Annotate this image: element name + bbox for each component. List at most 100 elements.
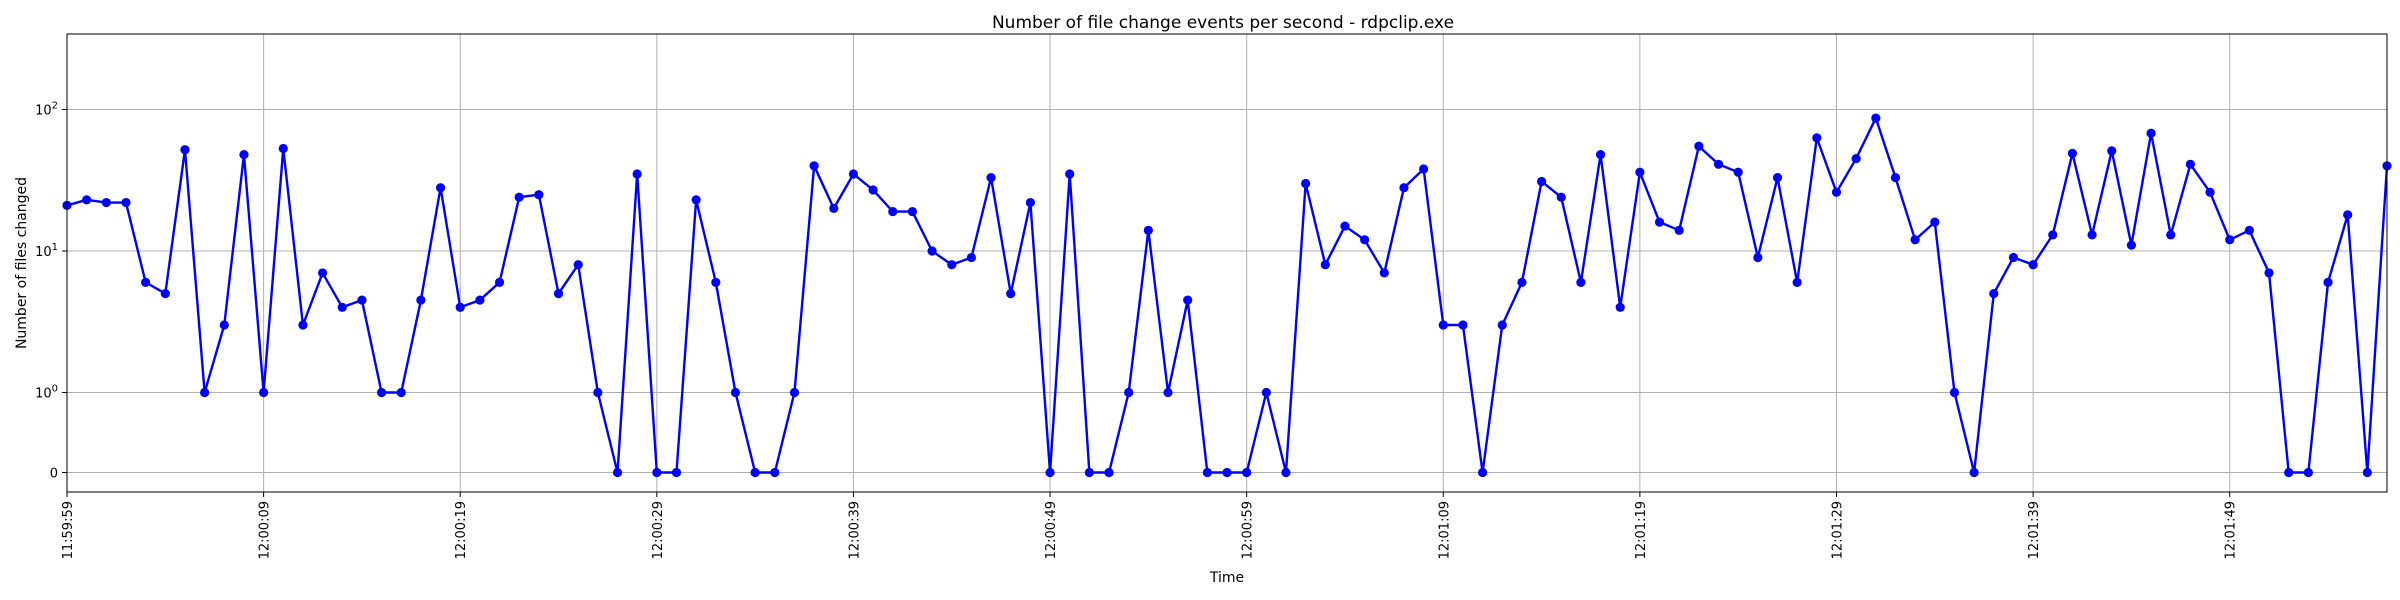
- data-point: [1340, 221, 1350, 231]
- data-point: [2166, 230, 2176, 240]
- data-point: [1989, 289, 1999, 299]
- data-point: [2343, 210, 2353, 220]
- data-point: [2284, 467, 2294, 478]
- x-tick-label: 12:00:19: [454, 501, 469, 559]
- data-point: [2067, 148, 2078, 158]
- data-point: [1143, 225, 1153, 235]
- x-tick-label: 12:00:59: [1241, 501, 1256, 559]
- data-point: [2264, 268, 2274, 278]
- x-tick-label: 12:01:49: [2224, 501, 2239, 559]
- data-point: [1025, 197, 1035, 208]
- data-point: [2008, 252, 2019, 263]
- data-point: [1006, 289, 1016, 299]
- x-axis-label: Time: [1209, 570, 1244, 586]
- data-point: [829, 203, 839, 213]
- series-line: [66, 116, 2389, 474]
- data-point: [1379, 268, 1389, 278]
- data-point: [455, 302, 465, 312]
- data-point: [868, 185, 878, 195]
- data-point: [1792, 277, 1802, 287]
- data-point: [121, 197, 131, 208]
- data-point: [691, 195, 701, 205]
- data-point: [573, 260, 583, 270]
- plot-frame: [66, 33, 2388, 493]
- data-point: [1517, 277, 1527, 287]
- data-point: [2146, 128, 2156, 138]
- data-point: [1281, 467, 1291, 478]
- data-point: [888, 206, 898, 217]
- data-point: [1419, 164, 1429, 174]
- data-point: [101, 197, 111, 208]
- y-axis-label: Number of files changed: [14, 177, 30, 349]
- x-tick-label: 12:00:09: [258, 501, 273, 559]
- data-point: [1045, 467, 1055, 478]
- data-point: [1261, 387, 1271, 398]
- data-point: [1124, 387, 1134, 398]
- x-tick-label: 12:00:49: [1044, 501, 1059, 559]
- data-point: [239, 150, 249, 160]
- data-point: [2048, 230, 2058, 240]
- data-point: [1635, 167, 1645, 177]
- data-point: [1458, 320, 1468, 330]
- x-tick-label: 12:01:09: [1437, 501, 1452, 559]
- data-point: [1595, 150, 1606, 160]
- data-point: [1949, 387, 1960, 398]
- data-points: [62, 113, 2392, 478]
- y-axis-ticks: 0 100 101 102: [35, 101, 67, 482]
- data-point: [1930, 217, 1940, 227]
- data-point: [2362, 467, 2372, 478]
- data-point: [1497, 320, 1507, 330]
- data-point: [1536, 176, 1547, 187]
- data-point: [1851, 153, 1861, 164]
- data-point: [1320, 260, 1330, 270]
- data-point: [770, 467, 780, 478]
- data-point: [1812, 133, 1822, 143]
- data-point: [593, 387, 603, 398]
- data-point: [416, 295, 426, 305]
- data-point: [1477, 467, 1488, 478]
- data-point: [1910, 235, 1920, 245]
- grid-lines: [66, 34, 2387, 492]
- data-point: [1733, 167, 1743, 177]
- data-point: [907, 206, 918, 217]
- data-point: [1163, 387, 1173, 398]
- data-point: [259, 387, 269, 398]
- data-point: [2323, 277, 2333, 287]
- data-point: [475, 295, 485, 305]
- data-point: [1871, 113, 1881, 123]
- data-point: [1576, 277, 1586, 287]
- chart-title: Number of file change events per second …: [992, 13, 1454, 33]
- data-point: [1360, 235, 1370, 245]
- data-point: [376, 387, 387, 398]
- data-point: [927, 246, 937, 256]
- data-point: [1969, 467, 1979, 478]
- data-point: [514, 192, 524, 202]
- data-point: [711, 277, 721, 287]
- x-tick-label: 12:01:39: [2027, 501, 2042, 559]
- data-point: [789, 387, 800, 398]
- data-point: [612, 467, 623, 478]
- data-point: [278, 143, 288, 154]
- data-point: [2225, 235, 2235, 245]
- data-point: [2087, 230, 2097, 240]
- x-tick-label: 12:01:19: [1634, 501, 1649, 559]
- data-point: [1065, 169, 1075, 179]
- data-point: [1556, 192, 1566, 202]
- data-point: [494, 277, 505, 287]
- data-point: [730, 387, 741, 398]
- data-point: [180, 145, 190, 155]
- data-point: [1694, 141, 1704, 151]
- data-point: [553, 289, 564, 299]
- data-point: [1831, 187, 1842, 197]
- data-point: [1202, 467, 1212, 478]
- data-point: [337, 302, 347, 312]
- data-point: [809, 161, 819, 171]
- x-tick-label: 12:01:29: [1830, 501, 1845, 559]
- y-tick-label: 101: [35, 242, 58, 260]
- data-point: [652, 467, 662, 478]
- x-tick-label: 12:00:39: [847, 501, 862, 559]
- data-point: [947, 260, 957, 270]
- data-point: [1713, 159, 1724, 169]
- data-point: [435, 183, 446, 193]
